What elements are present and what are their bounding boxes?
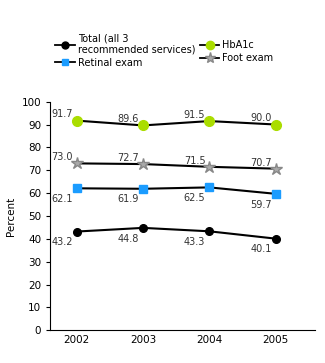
Text: 44.8: 44.8	[118, 234, 139, 244]
Y-axis label: Percent: Percent	[6, 196, 16, 236]
Text: 72.7: 72.7	[117, 153, 139, 163]
Text: 62.5: 62.5	[184, 193, 205, 203]
Text: 43.2: 43.2	[51, 237, 73, 247]
Text: 91.7: 91.7	[51, 110, 73, 119]
Text: 89.6: 89.6	[118, 114, 139, 124]
Text: 90.0: 90.0	[250, 113, 272, 123]
Text: 71.5: 71.5	[184, 156, 205, 166]
Text: 59.7: 59.7	[250, 200, 272, 209]
Text: 62.1: 62.1	[51, 194, 73, 204]
Text: 73.0: 73.0	[51, 152, 73, 162]
Text: 40.1: 40.1	[250, 244, 272, 254]
Text: 70.7: 70.7	[250, 158, 272, 167]
Text: 61.9: 61.9	[118, 195, 139, 204]
Legend: Total (all 3
recommended services), Retinal exam, HbA1c, Foot exam: Total (all 3 recommended services), Reti…	[55, 33, 273, 68]
Text: 91.5: 91.5	[184, 110, 205, 120]
Text: 43.3: 43.3	[184, 237, 205, 247]
